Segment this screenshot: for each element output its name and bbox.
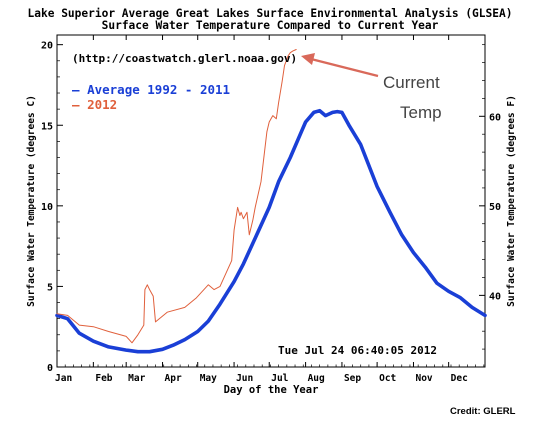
x-tick-label: Jan: [55, 373, 72, 384]
annotation-current: Current: [383, 73, 440, 92]
x-tick-label: Nov: [415, 373, 432, 384]
chart-title: Lake Superior Average Great Lakes Surfac…: [28, 7, 513, 20]
x-tick-label: Feb: [95, 373, 112, 384]
legend-average-label: Average 1992 - 2011: [87, 82, 230, 97]
x-tick-label: Oct: [379, 373, 396, 384]
x-tick-label: Jun: [236, 373, 253, 384]
y2-axis-label: Surface Water Temperature (degrees F): [506, 95, 517, 307]
annotation-temp: Temp: [400, 103, 442, 122]
axis-ticks: Jan Feb Mar Apr May Jun Jul Aug Sep Oct Nov Dec 0 5 10…: [41, 35, 501, 384]
y-tick-label: 5: [47, 282, 53, 293]
plot-frame: [56, 34, 486, 368]
timestamp: Tue Jul 24 06:40:05 2012: [278, 344, 437, 357]
x-tick-label: Dec: [451, 373, 468, 384]
legend-2012: – 2012: [72, 97, 117, 112]
y-axis-label: Surface Water Temperature (degrees C): [26, 95, 37, 307]
current-temp-annotation: Current Temp: [301, 53, 442, 122]
y2-tick-label: 50: [489, 202, 501, 213]
x-tick-label: Apr: [165, 373, 182, 384]
y2-tick-label: 40: [489, 291, 501, 302]
annotation-arrow-line: [310, 57, 379, 78]
x-tick-label: Mar: [128, 373, 145, 384]
x-tick-label: May: [200, 373, 217, 384]
credit: Credit: GLERL: [450, 406, 516, 417]
x-tick-label: Sep: [344, 373, 361, 384]
series-line-average: [55, 108, 487, 354]
chart-subtitle: Surface Water Temperature Compared to Cu…: [102, 19, 439, 32]
x-tick-label: Aug: [308, 373, 325, 384]
annotation-arrowhead: [301, 53, 315, 65]
y-tick-label: 20: [41, 41, 53, 52]
legend: – Average 1992 - 2011 – 2012: [72, 82, 230, 112]
source-url: (http://coastwatch.glerl.noaa.gov): [72, 52, 297, 65]
x-axis-label: Day of the Year: [224, 384, 319, 396]
y-tick-label: 0: [47, 363, 53, 374]
series-line-2012: [56, 49, 297, 344]
y2-tick-label: 60: [489, 112, 501, 123]
series-layer: [55, 49, 487, 354]
legend-2012-label: 2012: [87, 97, 117, 112]
y-tick-label: 15: [41, 121, 53, 132]
x-tick-label: Jul: [271, 373, 288, 384]
y-tick-label: 10: [41, 202, 53, 213]
legend-average: – Average 1992 - 2011: [72, 82, 230, 97]
